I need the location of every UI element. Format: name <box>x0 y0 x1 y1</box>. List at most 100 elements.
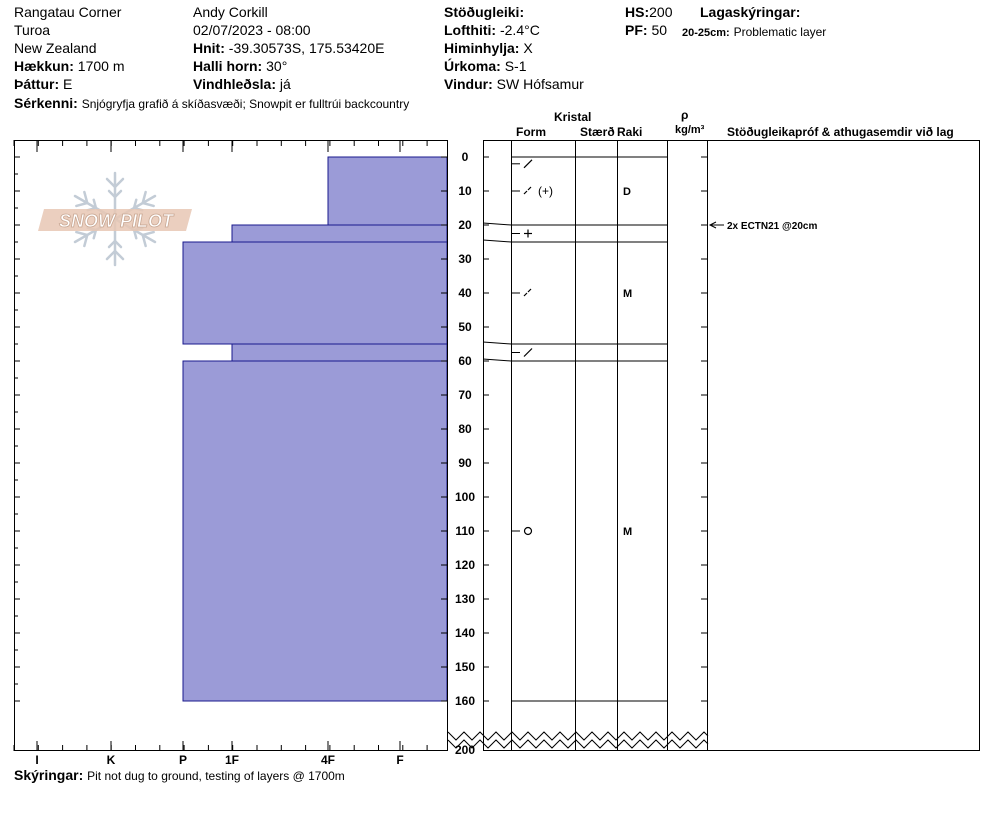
moisture-value: M <box>623 288 632 300</box>
slope-label: Halli horn: <box>193 58 263 74</box>
slope-value: 30° <box>266 58 288 74</box>
wind-label: Vindur: <box>444 76 493 92</box>
test-arrow-head <box>708 221 717 229</box>
layer-boundary-connector <box>482 222 512 226</box>
moisture-value: M <box>623 526 632 538</box>
density-unit: kg/m³ <box>675 124 705 136</box>
depth-tick-label: 50 <box>458 320 472 334</box>
crystal-forms: (+) <box>512 159 553 536</box>
depth-tick-label: 150 <box>455 660 475 674</box>
hardness-layer-4 <box>182 360 448 702</box>
depth-tick-label: 10 <box>458 184 472 198</box>
moisture-value: D <box>623 186 631 198</box>
region-name: New Zealand <box>14 40 97 56</box>
stability-row: Stöðugleiki: <box>444 4 524 20</box>
features-row: Sérkenni: Snjógryfja grafið á skíðasvæði… <box>14 95 409 111</box>
wind-row: Vindur: SW Hófsamur <box>444 76 584 92</box>
wind-loading-row: Vindhleðsla: já <box>193 76 291 92</box>
depth-tick-label: 100 <box>455 490 475 504</box>
depth-tick-label: 80 <box>458 422 472 436</box>
svg-text:(+): (+) <box>538 184 553 198</box>
pf-value: 50 <box>651 22 668 38</box>
hardness-tick-label: I <box>35 753 38 767</box>
layer-note-text: Problematic layer <box>733 25 827 39</box>
precip-label: Úrkoma: <box>444 58 501 74</box>
precipitation-particles-icon <box>512 348 533 357</box>
depth-tick-label: 0 <box>462 150 469 164</box>
depth-tick-label: 40 <box>458 286 472 300</box>
wind-loading-label: Vindhleðsla: <box>193 76 276 92</box>
depth-tick-label: 140 <box>455 626 475 640</box>
tests-header: Stöðugleikapróf & athugasemdir við lag <box>727 125 954 139</box>
test-result: 2x ECTN21 @20cm <box>727 221 817 232</box>
layers-label: Lagaskýringar: <box>700 4 801 20</box>
features-value: Snjógryfja grafið á skíðasvæði; Snowpit … <box>81 97 410 111</box>
elevation-label: Hækkun: <box>14 58 74 74</box>
sky-row: Himinhylja: X <box>444 40 533 56</box>
hardness-layer-0 <box>327 156 448 226</box>
precip-value: S-1 <box>504 58 527 74</box>
depth-tick-label: 90 <box>458 456 472 470</box>
pf-label: PF: <box>625 22 648 38</box>
depth-break-zigzag <box>447 731 709 749</box>
depth-tick-label: 110 <box>455 524 475 538</box>
depth-tick-label: 160 <box>455 694 475 708</box>
hs-row: HS:200 <box>625 4 672 20</box>
footer-notes-label: Skýringar: <box>14 767 84 783</box>
aspect-label: Þáttur: <box>14 76 60 92</box>
hardness-layer-1 <box>231 224 448 243</box>
area-name: Turoa <box>14 22 51 38</box>
layer-note-range: 20-25cm: <box>682 27 730 39</box>
depth-tick-label: 130 <box>455 592 475 606</box>
depth-tick-label: 30 <box>458 252 472 266</box>
precipitation-particles-icon <box>512 159 533 169</box>
crystal-header: Kristal <box>554 110 592 124</box>
depth-tick-label: 60 <box>458 354 472 368</box>
depth-tick-label: 120 <box>455 558 475 572</box>
depth-ticks <box>14 156 707 702</box>
hardness-tick-label: K <box>107 753 116 767</box>
coords-value: -39.30573S, 175.53420E <box>228 40 385 56</box>
depth-axis-labels: 0 10 20 30 40 50 60 70 80 90 100 110 120 130 140 150 160… <box>455 150 475 757</box>
sky-value: X <box>523 40 533 56</box>
layer-boundary-lines <box>482 156 667 702</box>
footer-notes-value: Pit not dug to ground, testing of layers… <box>87 769 345 783</box>
depth-tick-label: 20 <box>458 218 472 232</box>
layer-note: 20-25cm: Problematic layer <box>682 23 826 40</box>
sky-label: Himinhylja: <box>444 40 520 56</box>
snowpilot-logo: SNOW PILOT <box>38 171 192 267</box>
moisture-values: D M M <box>623 186 632 538</box>
location-name: Rangatau Corner <box>14 4 122 20</box>
hardness-tick-label: 1F <box>225 753 239 767</box>
logo-text: SNOW PILOT <box>59 211 175 231</box>
hs-label: HS: <box>625 4 650 20</box>
hardness-tick-label: 4F <box>321 753 335 767</box>
wind-loading-value: já <box>279 76 291 92</box>
hardness-tick-label: P <box>179 753 187 767</box>
rounded-grains-icon <box>512 526 533 536</box>
hardness-layer-2 <box>182 241 448 345</box>
depth-tick-label: 70 <box>458 388 472 402</box>
elevation-row: Hækkun: 1700 m <box>14 58 125 74</box>
aspect-row: Þáttur: E <box>14 76 72 92</box>
size-header: Stærð <box>580 125 615 139</box>
features-label: Sérkenni: <box>14 95 78 111</box>
air-temp-value: -2.4°C <box>499 22 540 38</box>
stability-label: Stöðugleiki: <box>444 4 525 20</box>
footer-notes: Skýringar: Pit not dug to ground, testin… <box>14 767 345 783</box>
hardness-layers <box>182 156 448 702</box>
hardness-ticks <box>13 140 428 751</box>
air-temp-label: Lofthiti: <box>444 22 497 38</box>
observer-name: Andy Corkill <box>193 4 268 20</box>
pf-row: PF: 50 <box>625 22 667 38</box>
slope-row: Halli horn: 30° <box>193 58 287 74</box>
observation-datetime: 02/07/2023 - 08:00 <box>193 22 311 38</box>
layer-boundary-connector <box>482 341 512 345</box>
decomposed-faceted-icon: (+) <box>512 184 553 198</box>
layer-boundary-connector <box>482 358 512 362</box>
hardness-layer-3 <box>231 343 448 362</box>
aspect-value: E <box>63 76 73 92</box>
hs-value: 200 <box>649 4 673 20</box>
layer-boundary-connector <box>482 239 512 243</box>
